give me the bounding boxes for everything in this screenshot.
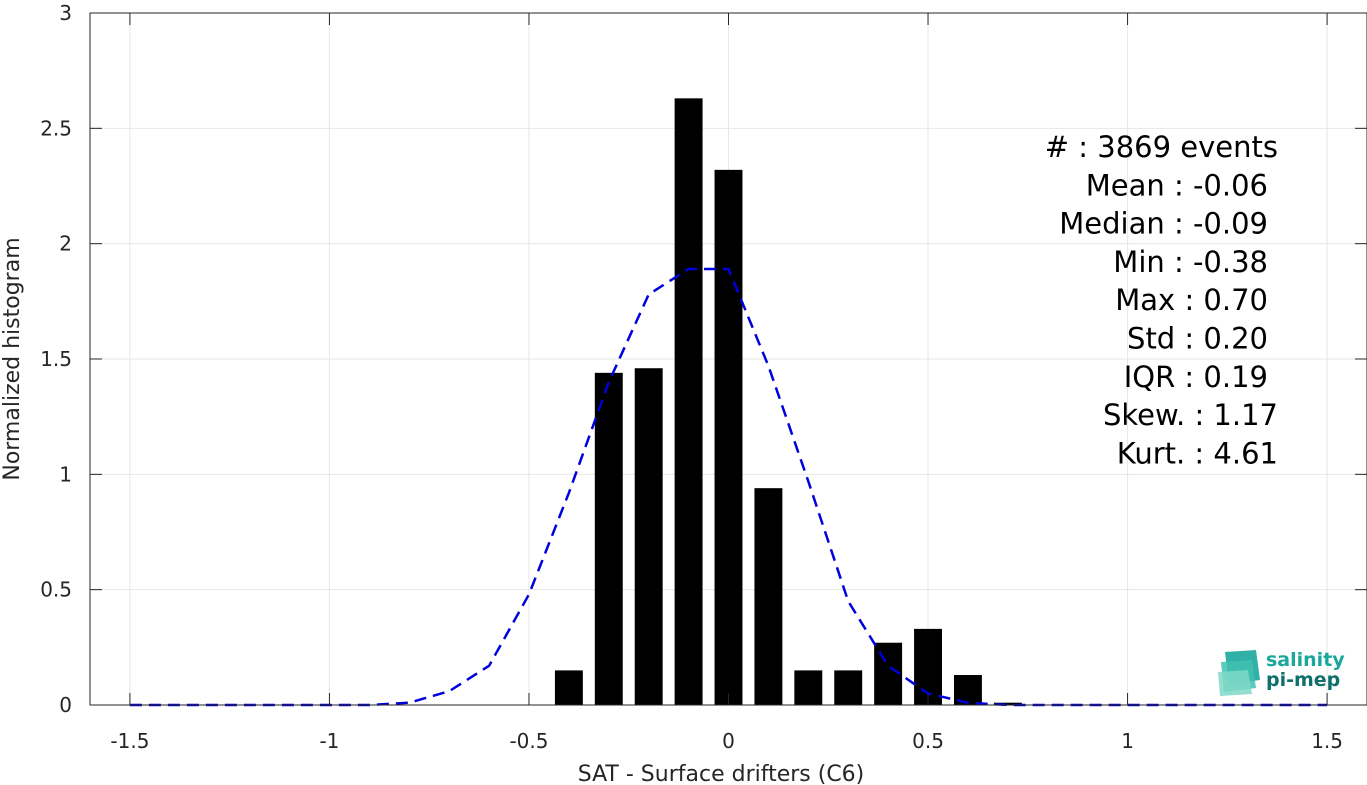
histogram-bars	[554, 98, 1022, 705]
stat-line: Skew. : 1.17	[1103, 398, 1278, 432]
histogram-bar	[714, 169, 743, 705]
stat-line: Mean : -0.06	[1086, 168, 1268, 202]
stat-line: Max : 0.70	[1115, 283, 1268, 317]
y-tick-label: 2	[59, 232, 72, 256]
x-tick-label: 1.5	[1311, 729, 1343, 753]
y-tick-label: 0.5	[40, 578, 72, 602]
x-tick-label: 0	[722, 729, 735, 753]
salinity-pi-mep-logo: salinity pi-mep	[1218, 649, 1345, 696]
y-tick-label: 3	[59, 1, 72, 25]
axes	[89, 12, 1367, 706]
histogram-bar	[554, 670, 583, 705]
y-tick-labels: 0 0.5 1 1.5 2 2.5 3	[40, 1, 72, 717]
histogram-bar	[634, 368, 663, 705]
x-tick-label: -1	[319, 729, 339, 753]
histogram-bar	[834, 670, 863, 705]
y-tick-label: 1.5	[40, 347, 72, 371]
stat-line: Median : -0.09	[1059, 207, 1268, 241]
histogram-bar	[993, 702, 1022, 705]
statistics-box: # : 3869 events Mean : -0.06 Median : -0.0…	[1045, 130, 1278, 470]
stat-line: Min : -0.38	[1113, 245, 1268, 279]
histogram-bar	[674, 98, 703, 705]
y-tick-label: 2.5	[40, 116, 72, 140]
x-tick-label: -1.5	[110, 729, 149, 753]
histogram-bar	[794, 670, 823, 705]
logo-line1: salinity	[1266, 649, 1345, 671]
y-tick-label: 0	[59, 693, 72, 717]
stat-line: Std : 0.20	[1127, 322, 1268, 356]
x-tick-label: -0.5	[509, 729, 548, 753]
stat-line: # : 3869 events	[1045, 130, 1278, 164]
x-axis-label: SAT - Surface drifters (C6)	[578, 762, 865, 785]
stat-line: Kurt. : 4.61	[1117, 436, 1278, 470]
x-tick-label: 0.5	[912, 729, 944, 753]
x-tick-label: 1	[1121, 729, 1134, 753]
stat-line: IQR : 0.19	[1124, 360, 1268, 394]
y-tick-label: 1	[59, 462, 72, 486]
logo-line2: pi-mep	[1266, 669, 1340, 691]
logo-mark-icon	[1218, 650, 1260, 696]
x-tick-labels: -1.5 -1 -0.5 0 0.5 1 1.5	[110, 729, 1343, 753]
histogram-bar	[754, 488, 783, 705]
histogram-bar	[594, 372, 623, 705]
y-axis-label: Normalized histogram	[0, 237, 25, 480]
